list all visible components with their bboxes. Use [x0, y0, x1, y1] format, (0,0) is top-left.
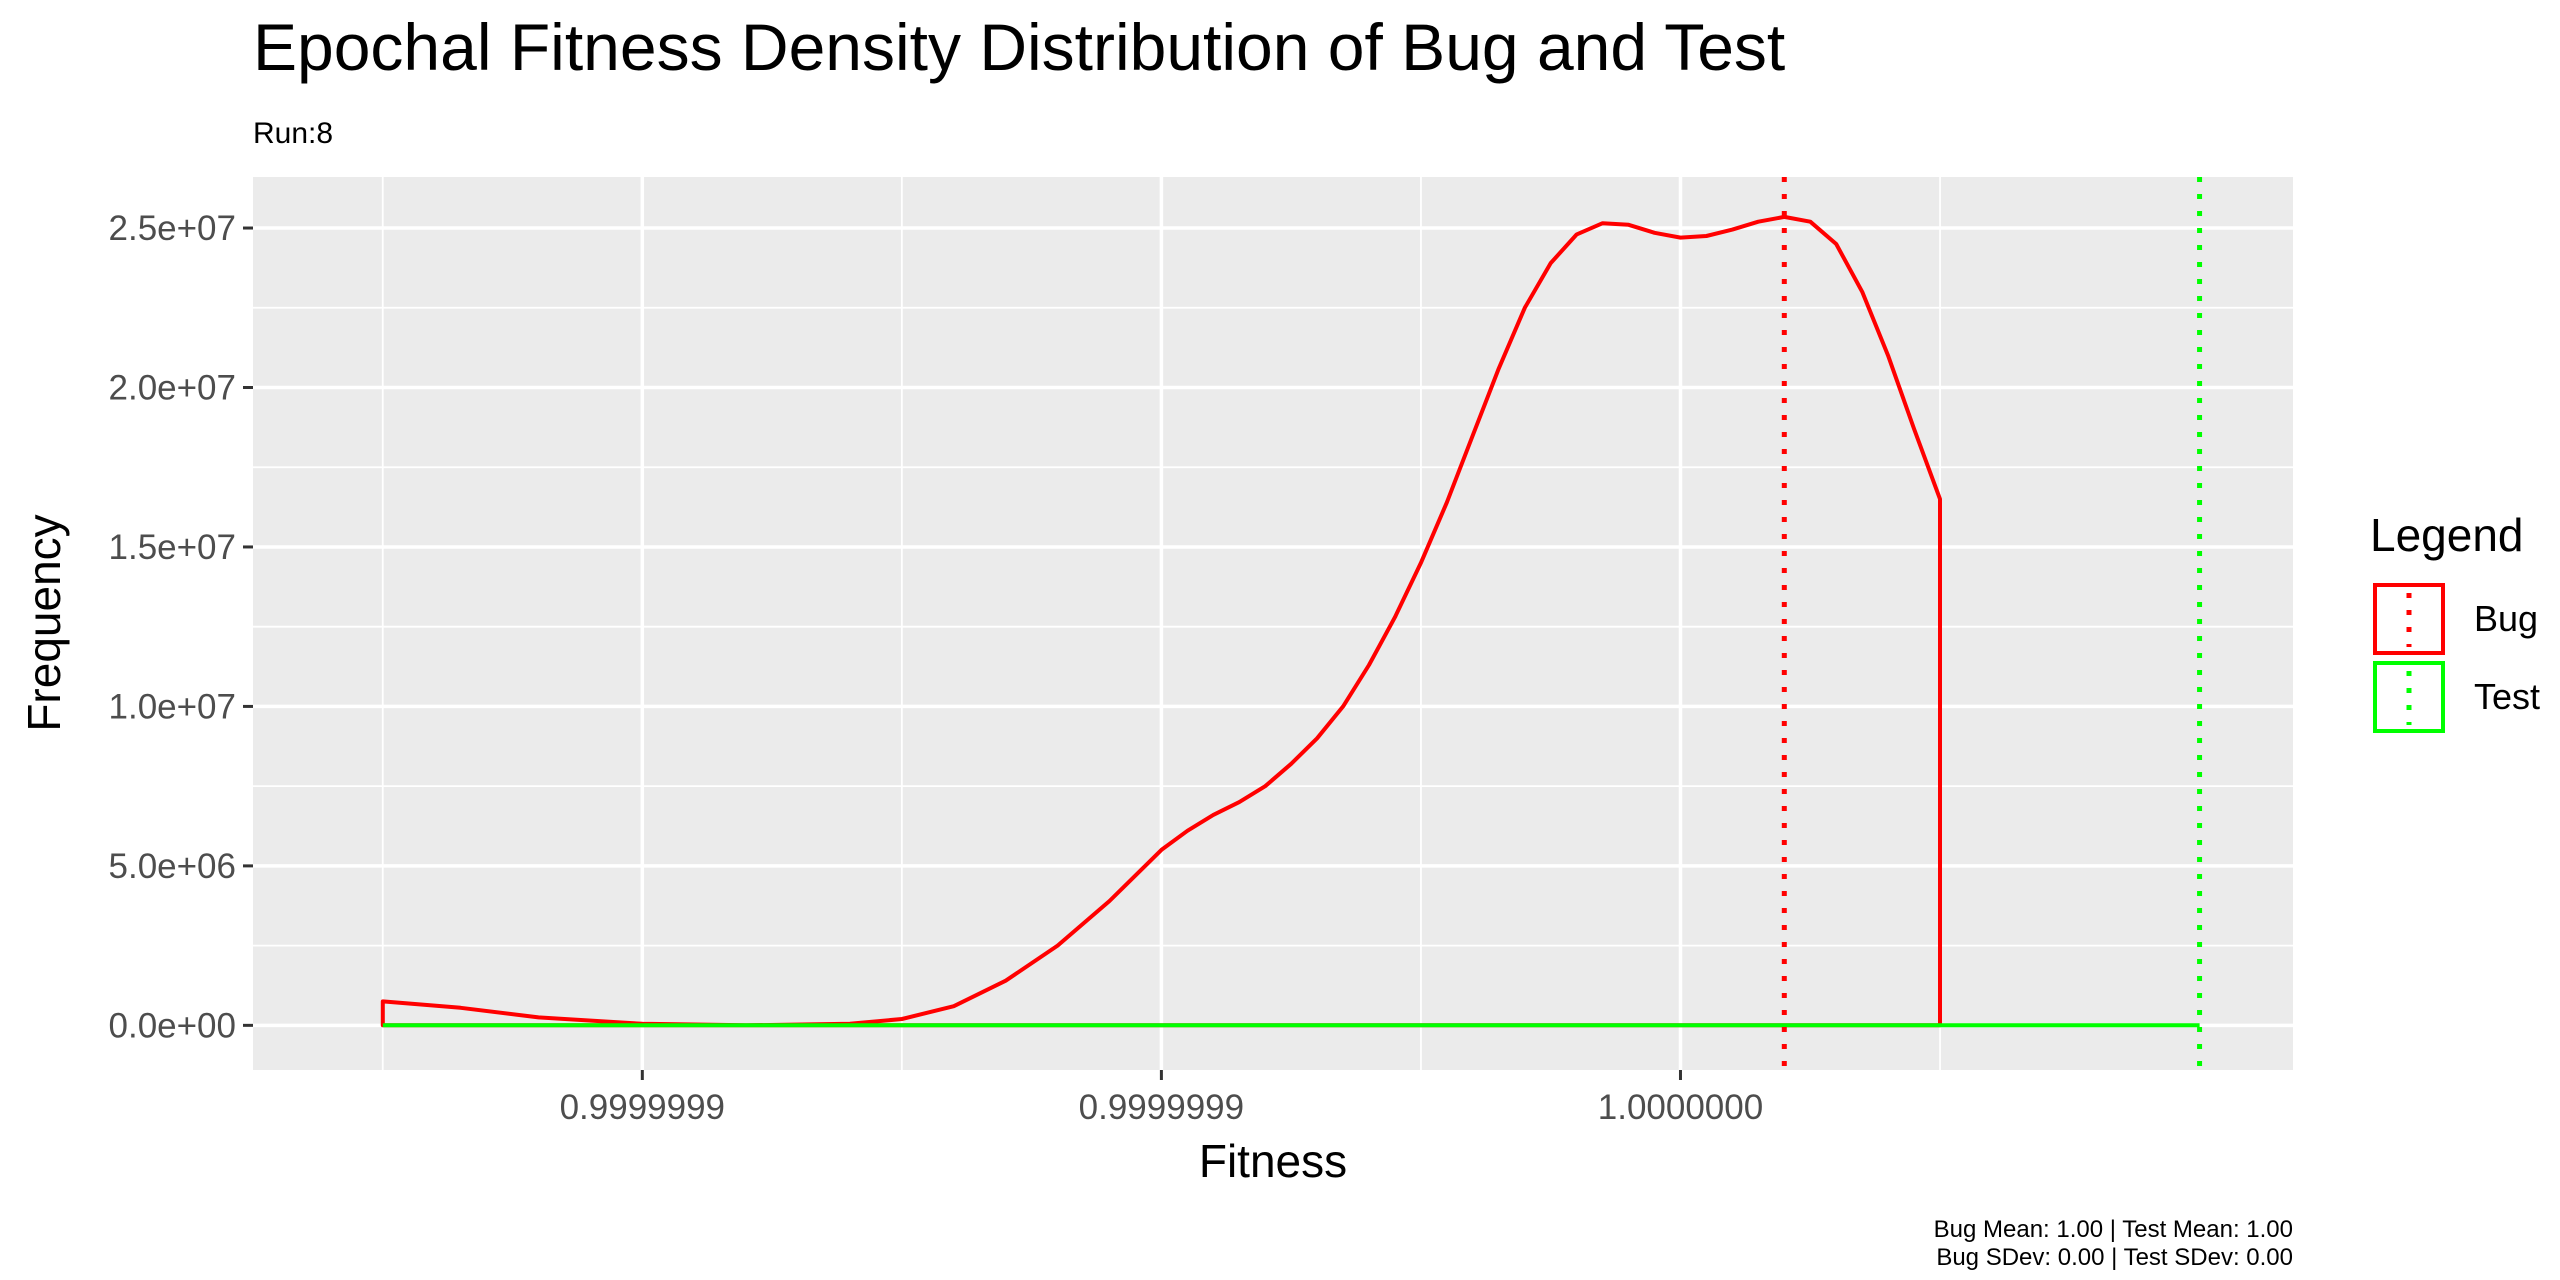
y-axis-title: Frequency — [18, 514, 70, 731]
mean-lines — [1781, 177, 2203, 1070]
x-tick-label: 0.9999999 — [560, 1088, 725, 1127]
legend-key-test — [2373, 661, 2445, 733]
y-tick-label: 0.0e+00 — [109, 1006, 237, 1045]
legend-item-bug: Bug — [2373, 583, 2538, 655]
x-axis-title: Fitness — [1199, 1135, 1347, 1187]
minor-gridlines — [253, 177, 2293, 1070]
y-tick-label: 1.5e+07 — [109, 528, 237, 567]
legend-title: Legend — [2370, 509, 2524, 561]
x-tick-label: 1.0000000 — [1598, 1088, 1763, 1127]
legend: Legend Bug Test — [2370, 509, 2540, 733]
y-axis: 0.0e+00 5.0e+06 1.0e+07 1.5e+07 2.0e+07 2.5e+… — [109, 209, 253, 1045]
caption-line-2: Bug SDev: 0.00 | Test SDev: 0.00 — [1936, 1244, 2293, 1271]
series-layer — [380, 214, 2200, 1028]
x-tick-label: 0.9999999 — [1079, 1088, 1244, 1127]
series-bug-line — [380, 214, 1942, 1028]
caption-line-1: Bug Mean: 1.00 | Test Mean: 1.00 — [1934, 1216, 2293, 1243]
caption: Bug Mean: 1.00 | Test Mean: 1.00 Bug SDe… — [1934, 1216, 2293, 1271]
legend-label: Bug — [2474, 598, 2538, 639]
legend-item-test: Test — [2373, 661, 2540, 733]
chart-title: Epochal Fitness Density Distribution of … — [253, 10, 1785, 84]
y-tick-label: 2.5e+07 — [109, 209, 237, 248]
x-axis: 0.9999999 0.9999999 1.0000000 — [560, 1070, 1763, 1127]
y-tick-label: 5.0e+06 — [109, 847, 237, 886]
y-tick-label: 2.0e+07 — [109, 368, 237, 407]
plot-panel — [253, 177, 2293, 1070]
legend-label: Test — [2474, 676, 2540, 717]
chart-subtitle: Run:8 — [253, 117, 333, 150]
y-tick-label: 1.0e+07 — [109, 687, 237, 726]
